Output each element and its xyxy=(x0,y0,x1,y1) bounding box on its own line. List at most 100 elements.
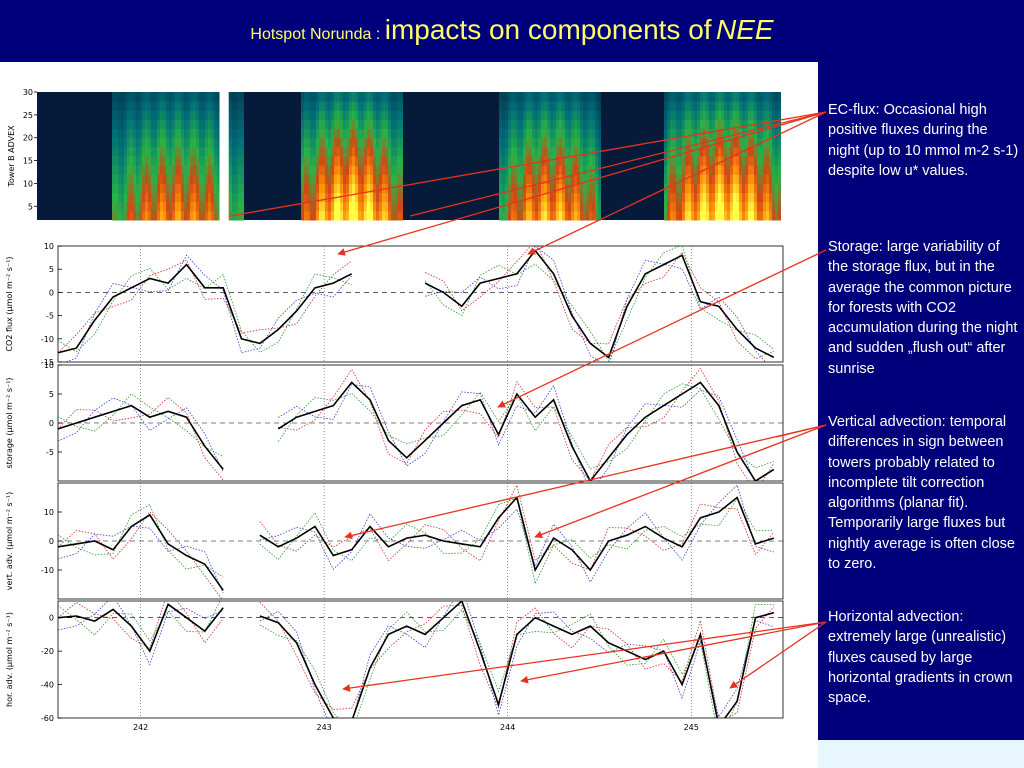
heatmap-cell xyxy=(514,137,517,148)
heatmap-cell xyxy=(769,165,772,175)
heatmap-cell xyxy=(763,110,766,120)
heatmap-cell xyxy=(301,101,304,111)
heatmap-cell xyxy=(130,119,133,130)
heatmap-cell xyxy=(589,101,592,111)
heatmap-cell xyxy=(595,101,598,111)
heatmap-cell xyxy=(736,183,739,194)
heatmap-cell xyxy=(157,92,160,102)
heatmap-cell xyxy=(112,101,115,111)
heatmap-cell xyxy=(133,110,136,120)
heatmap-cell xyxy=(697,156,700,166)
heatmap-cell xyxy=(346,110,349,120)
heatmap-cell xyxy=(508,119,511,130)
heatmap-cell xyxy=(667,201,670,212)
heatmap-cell xyxy=(121,128,124,139)
heatmap-cell xyxy=(172,174,175,184)
heatmap-cell xyxy=(118,92,121,102)
heatmap-cell xyxy=(214,119,217,130)
heatmap-cell xyxy=(322,119,325,130)
heatmap-cell xyxy=(745,110,748,120)
heatmap-cell xyxy=(331,201,334,212)
heatmap-cell xyxy=(571,183,574,194)
heatmap-cell xyxy=(778,165,781,175)
heatmap-cell xyxy=(733,210,736,221)
heatmap-cell xyxy=(142,146,145,157)
heatmap-cell xyxy=(742,128,745,139)
heatmap-cell xyxy=(664,137,667,148)
heatmap-cell xyxy=(232,192,235,203)
heatmap-cell xyxy=(538,174,541,184)
heatmap-cell xyxy=(715,201,718,212)
heatmap-cell xyxy=(565,137,568,148)
heatmap-cell xyxy=(721,92,724,102)
heatmap-ytick-label: 10 xyxy=(23,179,33,188)
heatmap-cell xyxy=(763,201,766,212)
heatmap-cell xyxy=(340,192,343,203)
heatmap-cell xyxy=(775,92,778,102)
heatmap-cell xyxy=(523,128,526,139)
heatmap-cell xyxy=(328,156,331,166)
heatmap-cell xyxy=(205,119,208,130)
heatmap-cell xyxy=(301,192,304,203)
heatmap-cell xyxy=(358,174,361,184)
heatmap-cell xyxy=(238,119,241,130)
heatmap-cell xyxy=(580,174,583,184)
heatmap-cell xyxy=(172,165,175,175)
heatmap-cell xyxy=(241,92,244,102)
heatmap-cell xyxy=(736,156,739,166)
heatmap-cell xyxy=(148,192,151,203)
heatmap-cell xyxy=(238,146,241,157)
heatmap-cell xyxy=(334,192,337,203)
heatmap-cell xyxy=(202,119,205,130)
heatmap-cell xyxy=(754,156,757,166)
heatmap-cell xyxy=(559,119,562,130)
heatmap-cell xyxy=(301,110,304,120)
heatmap-cell xyxy=(553,174,556,184)
heatmap-cell xyxy=(331,156,334,166)
heatmap-cell xyxy=(373,110,376,120)
heatmap-cell xyxy=(367,183,370,194)
heatmap-cell xyxy=(331,128,334,139)
heatmap-cell xyxy=(139,146,142,157)
heatmap-cell xyxy=(211,192,214,203)
heatmap-cell xyxy=(751,128,754,139)
heatmap-cell xyxy=(571,146,574,157)
heatmap-cell xyxy=(559,165,562,175)
heatmap-cell xyxy=(181,165,184,175)
heatmap-cell xyxy=(127,137,130,148)
heatmap-cell xyxy=(562,183,565,194)
heatmap-cell xyxy=(682,128,685,139)
heatmap-cell xyxy=(337,137,340,148)
heatmap-cell xyxy=(394,192,397,203)
heatmap-cell xyxy=(736,146,739,157)
heatmap-cell xyxy=(232,137,235,148)
heatmap-cell xyxy=(598,183,601,194)
heatmap-cell xyxy=(706,210,709,221)
heatmap-cell xyxy=(748,128,751,139)
heatmap-cell xyxy=(397,101,400,111)
heatmap-cell xyxy=(184,110,187,120)
heatmap-cell xyxy=(676,201,679,212)
heatmap-cell xyxy=(118,128,121,139)
heatmap-cell xyxy=(184,174,187,184)
heatmap-cell xyxy=(196,92,199,102)
heatmap-cell xyxy=(376,119,379,130)
heatmap-cell xyxy=(718,128,721,139)
heatmap-cell xyxy=(358,183,361,194)
heatmap-cell xyxy=(364,92,367,102)
heatmap-cell xyxy=(595,128,598,139)
panel-ytick-label: -40 xyxy=(41,681,54,690)
heatmap-cell xyxy=(340,101,343,111)
heatmap-cell xyxy=(775,201,778,212)
heatmap-cell xyxy=(382,192,385,203)
heatmap-cell xyxy=(712,146,715,157)
heatmap-cell xyxy=(394,101,397,111)
heatmap-ylabel: Tower B ADVEX xyxy=(7,125,16,188)
heatmap-cell xyxy=(202,156,205,166)
panel-ytick-label: 0 xyxy=(49,614,54,623)
heatmap-cell xyxy=(364,156,367,166)
heatmap-cell xyxy=(322,137,325,148)
heatmap-cell xyxy=(772,183,775,194)
heatmap-cell xyxy=(388,101,391,111)
heatmap-cell xyxy=(760,201,763,212)
